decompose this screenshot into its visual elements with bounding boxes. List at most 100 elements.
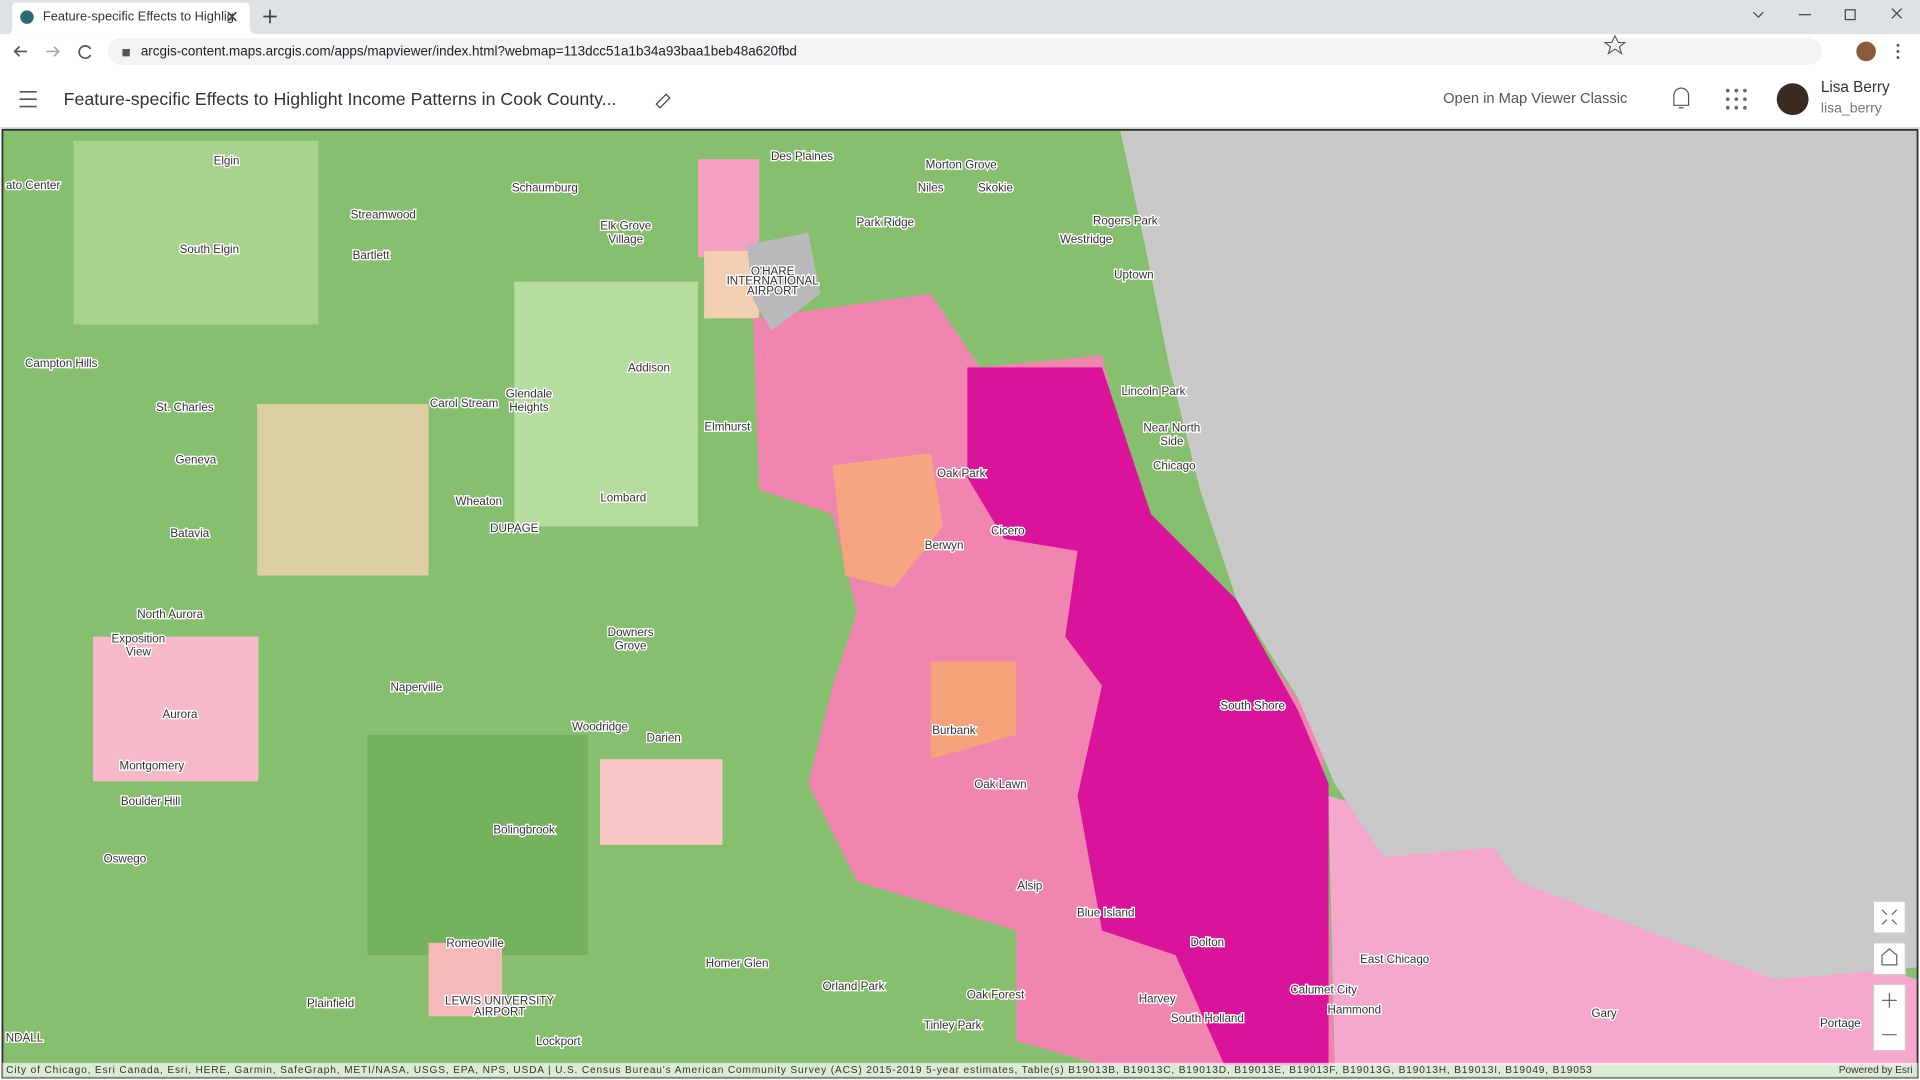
powered-by[interactable]: Powered by Esri [1839,1065,1913,1076]
place-label: Des Plaines [771,150,833,163]
place-label: Lincoln Park [1121,385,1185,398]
place-label: Plainfield [307,997,354,1010]
place-label: Alsip [1017,880,1042,893]
place-label: East Chicago [1360,953,1429,966]
back[interactable] [13,45,27,57]
edit-title[interactable] [655,93,671,109]
place-label: South Shore [1220,700,1285,713]
place-label: Park Ridge [857,216,915,229]
place-label: Side [1160,435,1183,448]
place-label: O'HARE [751,265,795,278]
forward[interactable] [46,45,60,57]
classic-link[interactable]: Open in Map Viewer Classic [1443,91,1627,107]
place-label: Exposition [112,632,166,645]
place-label: Schaumburg [512,182,578,195]
place-label: Naperville [390,681,442,694]
omnibox[interactable] [107,37,1823,65]
place-label: Westridge [1060,233,1112,246]
place-label: Rogers Park [1093,215,1158,228]
place-label: AIRPORT [747,285,798,298]
place-label: Oak Lawn [974,778,1026,791]
place-label: Burbank [932,724,975,737]
place-label: Elgin [214,155,240,168]
place-label: Darien [647,731,681,744]
url[interactable]: arcgis-content.maps.arcgis.com/apps/mapv… [141,44,797,59]
reload[interactable] [78,45,92,60]
place-label: Grove [615,640,647,653]
place-label: Geneva [176,453,217,466]
place-label: Morton Grove [926,158,997,171]
bookmark[interactable] [1603,34,1627,55]
place-label: Glendale [506,387,553,400]
tab[interactable] [7,2,258,35]
place-label: AIRPORT [474,1006,525,1019]
user-id: lisa_berry [1821,100,1883,116]
place-label: Dolton [1191,936,1225,949]
place-label: Wheaton [456,495,503,508]
place-label: Cicero [991,525,1025,538]
place-label: Elmhurst [704,420,751,433]
place-label: Oswego [104,853,147,866]
place-label: Boulder Hill [121,795,180,808]
menu-button[interactable] [19,91,37,108]
app-launcher[interactable] [1725,88,1747,110]
place-label: Skokie [978,182,1013,195]
place-label: Romeoville [446,937,504,950]
place-label: Berwyn [925,539,964,552]
place-label: Harvey [1139,992,1176,1005]
place-label: Addison [628,362,670,375]
app-header [0,68,1920,129]
place-label: Streamwood [351,209,416,222]
tab-bar [0,0,1920,35]
place-label: NDALL [6,1031,44,1044]
user-avatar[interactable] [1776,83,1809,116]
tab-close[interactable] [227,11,237,22]
place-label: Lockport [536,1035,581,1048]
map-controls[interactable] [1872,900,1906,1052]
place-label: Orland Park [822,980,884,993]
attribution-bar [2,1062,1918,1078]
map[interactable] [1,128,1919,1079]
place-label: Tinley Park [924,1019,982,1032]
place-label: St. Charles [156,401,214,414]
lock-icon [122,48,130,57]
tab-search[interactable] [1753,11,1764,19]
place-label: North Aurora [137,608,203,621]
place-label: Downers [608,626,654,639]
place-label: ato Center [6,179,60,192]
place-label: Village [608,233,643,246]
place-label: Uptown [1114,269,1153,282]
close[interactable] [1891,8,1903,19]
place-label: View [126,646,152,659]
place-label: Homer Glen [706,957,769,970]
place-label: Blue Island [1077,907,1135,920]
place-label: LEWIS UNIVERSITY [445,995,554,1008]
place-label: Portage [1820,1017,1861,1030]
tab-title[interactable]: Feature-specific Effects to Highlig [43,9,234,24]
notifications[interactable] [1673,87,1690,109]
place-label: Oak Park [937,467,986,480]
restore[interactable] [1844,9,1856,21]
place-label: Woodridge [572,720,628,733]
place-label: INTERNATIONAL [727,275,820,288]
place-label: Elk Grove [600,220,651,233]
place-label: Niles [918,182,944,195]
place-label: Montgomery [120,760,185,773]
place-label: Bartlett [353,249,391,262]
place-label: DUPAGE [490,522,538,535]
profile-avatar[interactable] [1856,41,1876,62]
place-label: Oak Forest [967,989,1025,1002]
user-name[interactable]: Lisa Berry [1821,79,1890,96]
new-tab[interactable] [263,9,277,24]
place-label: Batavia [170,527,209,540]
map-title: Feature-specific Effects to Highlight In… [64,89,617,109]
place-label: Chicago [1153,460,1196,473]
place-label: Gary [1591,1007,1616,1020]
place-label: Campton Hills [25,357,98,370]
place-label: South Holland [1171,1012,1244,1025]
place-label: Calumet City [1290,984,1357,997]
place-label: Near North [1143,422,1200,435]
map-labels: Elgin ato Center Schaumburg Des Plaines Mort… [4,148,1862,1049]
attribution: City of Chicago, Esri Canada, Esri, HERE… [6,1065,1592,1076]
